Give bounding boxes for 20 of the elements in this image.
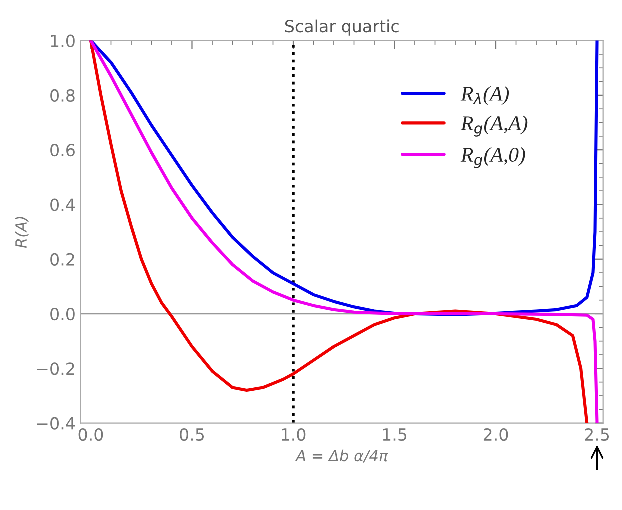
y-tick-label: 0.2 [50,253,74,266]
legend-label: R$_{g}$(A,0) [460,147,526,168]
y-tick-label: 0.0 [50,308,75,321]
y-tick-label: 0.6 [50,144,75,157]
x-tick-label: 0.5 [180,428,204,442]
y-tick-label: −0.2 [37,362,74,376]
legend-label: R$_{λ}$(A) [460,86,510,106]
x-tick-label: 0.0 [78,428,104,442]
chart-title: Scalar quartic [285,20,399,36]
y-tick-label: −0.4 [37,417,76,430]
y-tick-label: 1.0 [51,34,75,48]
y-axis-title: R(A) [15,217,29,248]
x-axis-title: A = Δb α/4π [295,450,388,463]
legend-label: R$_{g}$(A,A) [460,116,528,137]
x-tick-label: 2.0 [484,428,508,442]
y-tick-label: 0.8 [50,89,75,102]
y-tick-label: 0.4 [50,198,76,212]
x-tick-label: 1.5 [383,428,407,442]
x-tick-label: 1.0 [282,428,306,442]
x-tick-label: 2.5 [585,428,610,442]
